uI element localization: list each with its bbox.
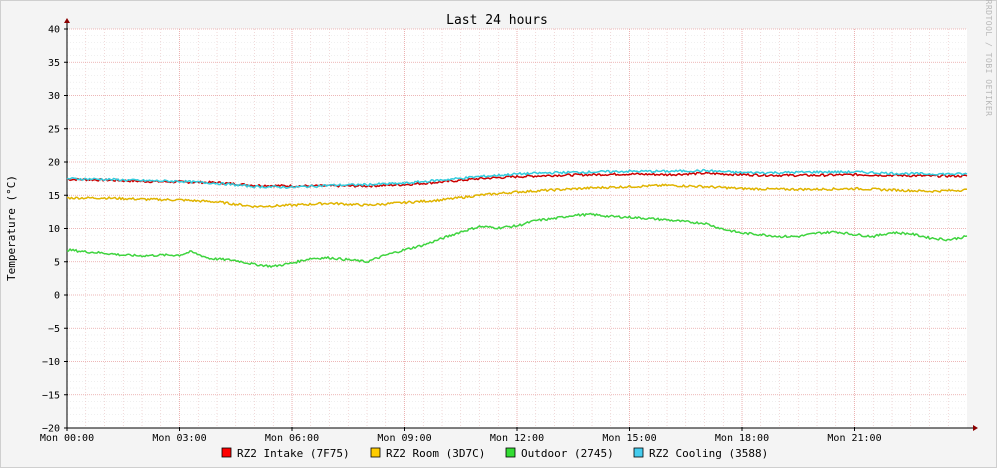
series-line-rz2-cooling-3588: [66, 168, 968, 189]
legend-swatch: [370, 447, 381, 458]
legend: RZ2 Intake (7F75) RZ2 Room (3D7C) Outdoor …: [221, 447, 768, 460]
y-tick-label: 35: [48, 58, 60, 69]
series-line-outdoor-2745: [66, 212, 968, 268]
y-tick-label: 0: [54, 291, 60, 302]
y-axis-arrow: [64, 18, 70, 23]
legend-entry: Outdoor (2745): [505, 447, 614, 460]
chart-title: Last 24 hours: [446, 13, 548, 28]
y-tick-label: −20: [42, 424, 60, 435]
x-axis-arrow: [973, 425, 978, 431]
legend-entry: RZ2 Intake (7F75): [221, 447, 350, 460]
legend-label: Outdoor (2745): [521, 447, 614, 460]
x-tick-label: Mon 21:00: [827, 433, 881, 444]
y-tick-label: 10: [48, 224, 60, 235]
legend-entry: RZ2 Room (3D7C): [370, 447, 485, 460]
x-tick-label: Mon 12:00: [490, 433, 544, 444]
y-tick-label: 5: [54, 257, 60, 268]
y-tick-label: −10: [42, 357, 60, 368]
legend-swatch: [221, 447, 232, 458]
x-tick-label: Mon 03:00: [152, 433, 206, 444]
legend-label: RZ2 Cooling (3588): [649, 447, 768, 460]
legend-swatch: [633, 447, 644, 458]
x-tick-label: Mon 15:00: [602, 433, 656, 444]
series-lines: [66, 168, 968, 268]
y-tick-label: 40: [48, 25, 60, 36]
y-tick-label: 25: [48, 124, 60, 135]
x-tick-label: Mon 09:00: [377, 433, 431, 444]
legend-label: RZ2 Intake (7F75): [237, 447, 350, 460]
y-tick-label: 20: [48, 158, 60, 169]
series-line-rz2-room-3d7c: [66, 183, 968, 209]
y-tick-label: −5: [48, 324, 60, 335]
axes: [64, 18, 978, 431]
grid: [66, 28, 967, 429]
x-tick-label: Mon 00:00: [40, 433, 94, 444]
x-tick-label: Mon 06:00: [265, 433, 319, 444]
x-tick-label: Mon 18:00: [715, 433, 769, 444]
legend-entry: RZ2 Cooling (3588): [633, 447, 768, 460]
legend-label: RZ2 Room (3D7C): [386, 447, 485, 460]
rrdtool-watermark: RRDTOOL / TOBI OETIKER: [984, 0, 993, 116]
tick-labels: −20 −15 −10 −5 0 5 10 15 20 25 30 35 40 Mon 00:00 Mon …: [40, 25, 882, 445]
legend-swatch: [505, 447, 516, 458]
y-tick-label: 15: [48, 191, 60, 202]
y-axis-label: Temperature (°C): [5, 175, 18, 281]
y-tick-label: −15: [42, 390, 60, 401]
y-tick-label: 30: [48, 91, 60, 102]
